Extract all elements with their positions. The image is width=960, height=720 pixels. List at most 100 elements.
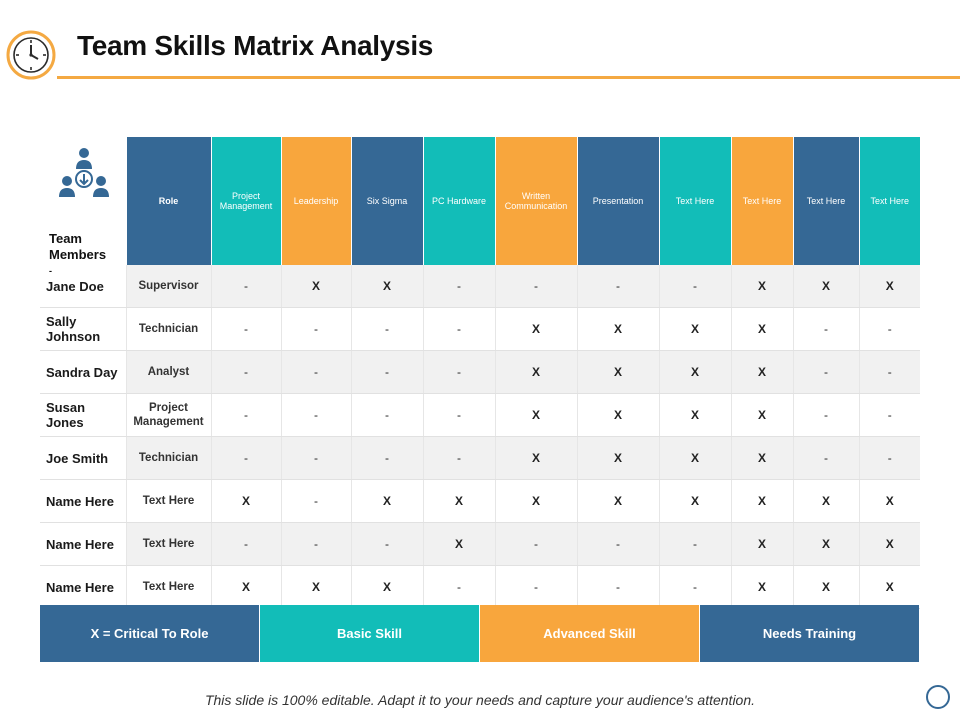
skill-cell: -: [210, 393, 281, 437]
skill-cell: -: [422, 393, 495, 437]
column-header-text-here-3: Text Here: [792, 137, 859, 265]
column-header-text-here-2: Text Here: [730, 137, 793, 265]
skill-cell: X: [576, 307, 659, 351]
skill-cell: -: [210, 265, 281, 308]
team-members-header: Team Members -: [40, 137, 126, 276]
skill-cell: -: [494, 265, 577, 308]
title-underline: [57, 76, 960, 79]
team-members-icon: [59, 148, 109, 197]
member-role: Analyst: [125, 350, 211, 394]
legend-critical-to-role: X = Critical To Role: [40, 605, 260, 662]
column-header-written-communication: Written Communication: [494, 137, 577, 265]
table-row: Susan Jones Project Management - - - - X X X X - -: [40, 393, 920, 437]
skill-cell: -: [210, 522, 281, 566]
skill-cell: X: [792, 479, 859, 523]
member-role: Text Here: [125, 522, 211, 566]
legend-advanced-skill: Advanced Skill: [480, 605, 700, 662]
skill-cell: -: [350, 350, 423, 394]
member-role: Text Here: [125, 479, 211, 523]
column-header-six-sigma: Six Sigma: [350, 137, 423, 265]
member-role: Project Management: [125, 393, 211, 437]
table-row: Jane Doe Supervisor - X X - - - - X X X: [40, 265, 920, 308]
skill-cell: -: [422, 265, 495, 308]
skill-cell: -: [422, 565, 495, 609]
member-name: Name Here: [40, 522, 126, 566]
skill-cell: X: [730, 350, 793, 394]
skill-cell: X: [792, 265, 859, 308]
skill-cell: X: [730, 265, 793, 308]
table-row: Sandra Day Analyst - - - - X X X X - -: [40, 350, 920, 394]
skill-cell: -: [658, 565, 731, 609]
column-header-text-here-4: Text Here: [858, 137, 920, 265]
skill-cell: -: [280, 436, 351, 480]
skill-cell: X: [494, 436, 577, 480]
skill-cell: X: [730, 436, 793, 480]
skill-cell: -: [658, 265, 731, 308]
skill-cell: X: [658, 307, 731, 351]
skill-cell: -: [422, 307, 495, 351]
skill-cell: -: [792, 307, 859, 351]
table-row: Name Here Text Here X - X X X X X X X X: [40, 479, 920, 523]
member-role: Text Here: [125, 565, 211, 609]
member-name: Joe Smith: [40, 436, 126, 480]
footer-note: This slide is 100% editable. Adapt it to…: [204, 692, 756, 708]
skill-cell: X: [792, 565, 859, 609]
skill-cell: -: [792, 436, 859, 480]
skill-cell: X: [350, 265, 423, 308]
skill-cell: X: [658, 393, 731, 437]
skill-cell: X: [576, 393, 659, 437]
skill-cell: X: [730, 307, 793, 351]
table-row: Name Here Text Here X X X - - - - X X X: [40, 565, 920, 609]
table-row: Name Here Text Here - - - X - - - X X X: [40, 522, 920, 566]
table-row: Joe Smith Technician - - - - X X X X - -: [40, 436, 920, 480]
column-header-leadership: Leadership: [280, 137, 351, 265]
skill-cell: X: [350, 479, 423, 523]
skill-cell: X: [494, 307, 577, 351]
column-header-project-management: Project Management: [210, 137, 281, 265]
legend-bar: X = Critical To Role Basic Skill Advance…: [40, 605, 919, 662]
skill-cell: -: [350, 522, 423, 566]
skill-cell: -: [280, 393, 351, 437]
skill-cell: -: [422, 436, 495, 480]
skill-cell: -: [858, 350, 920, 394]
skill-cell: -: [576, 265, 659, 308]
skill-cell: X: [858, 565, 920, 609]
member-role: Technician: [125, 436, 211, 480]
member-name: Sally Johnson: [40, 307, 126, 351]
member-role: Supervisor: [125, 265, 211, 308]
skill-cell: -: [422, 350, 495, 394]
skill-cell: -: [858, 393, 920, 437]
skill-cell: X: [730, 479, 793, 523]
skill-cell: -: [494, 565, 577, 609]
member-name: Jane Doe: [40, 265, 126, 308]
table-row: Sally Johnson Technician - - - - X X X X - -: [40, 307, 920, 351]
skill-cell: X: [422, 479, 495, 523]
skill-cell: X: [280, 265, 351, 308]
skill-cell: -: [350, 307, 423, 351]
skill-cell: X: [210, 479, 281, 523]
skill-cell: -: [576, 522, 659, 566]
skill-cell: X: [858, 479, 920, 523]
skill-cell: X: [658, 436, 731, 480]
skill-cell: -: [350, 436, 423, 480]
skill-cell: -: [792, 350, 859, 394]
skill-cell: -: [210, 350, 281, 394]
skill-cell: X: [350, 565, 423, 609]
member-name: Name Here: [40, 479, 126, 523]
skill-cell: -: [658, 522, 731, 566]
skill-cell: -: [576, 565, 659, 609]
member-name: Name Here: [40, 565, 126, 609]
skill-cell: X: [858, 522, 920, 566]
skill-cell: X: [730, 522, 793, 566]
skill-cell: X: [494, 393, 577, 437]
skill-cell: X: [658, 479, 731, 523]
skill-cell: X: [792, 522, 859, 566]
matrix-body: Jane Doe Supervisor - X X - - - - X X X Sally Johnso…: [40, 265, 920, 609]
skill-cell: X: [280, 565, 351, 609]
skill-cell: -: [210, 307, 281, 351]
skill-cell: -: [350, 393, 423, 437]
skill-cell: -: [280, 307, 351, 351]
column-header-presentation: Presentation: [576, 137, 659, 265]
skill-cell: X: [730, 565, 793, 609]
skill-cell: -: [210, 436, 281, 480]
